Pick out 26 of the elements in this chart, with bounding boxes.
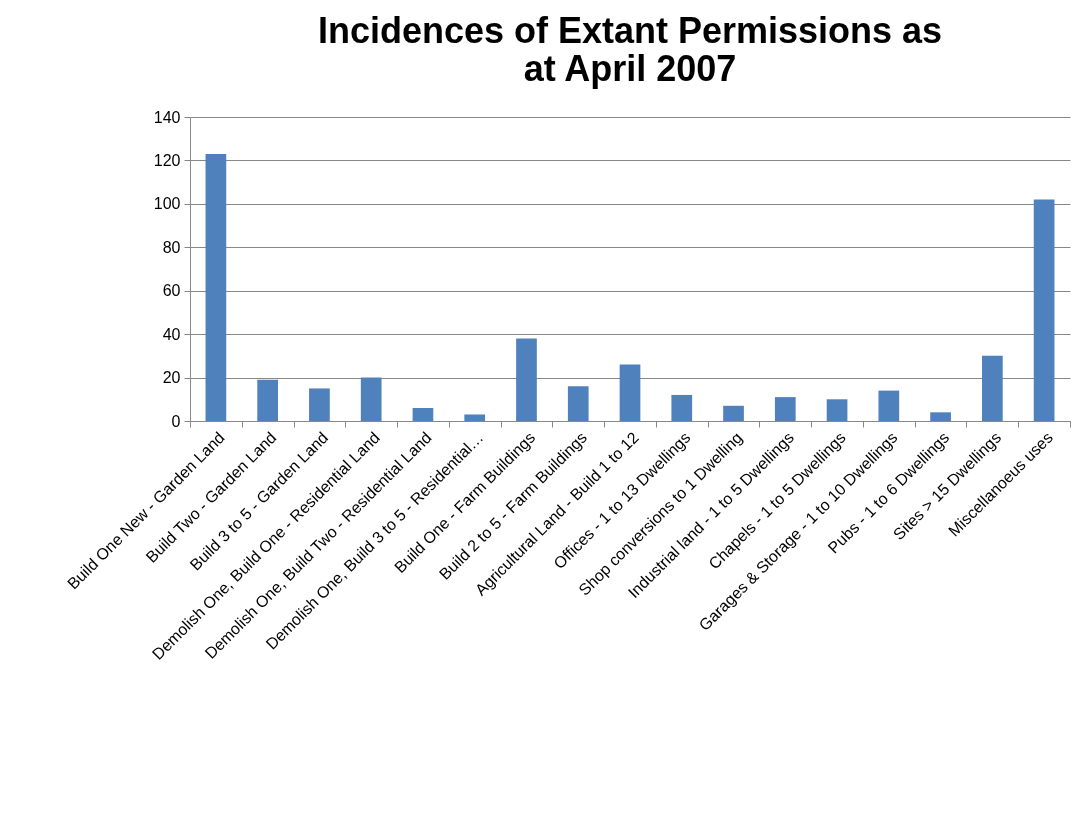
bar <box>982 355 1003 421</box>
bar <box>930 412 951 421</box>
bar <box>360 377 382 421</box>
bar <box>878 390 900 421</box>
chart-title: Incidences of Extant Permissions as at April 2007 <box>317 10 943 89</box>
bar <box>671 394 693 421</box>
bar <box>826 399 848 421</box>
y-tick-label: 60 <box>162 282 181 300</box>
bar <box>309 388 330 421</box>
bar <box>723 405 744 421</box>
bar <box>516 338 537 421</box>
bar <box>619 364 641 421</box>
y-tick-label: 80 <box>162 238 181 256</box>
bar <box>412 407 434 421</box>
y-tick-label: 40 <box>162 325 181 343</box>
y-tick-label: 140 <box>153 108 181 126</box>
y-tick-label: 100 <box>153 195 181 213</box>
y-tick-label: 120 <box>153 151 181 169</box>
bar <box>567 386 589 421</box>
bar <box>1033 199 1055 421</box>
bar <box>257 379 278 421</box>
y-tick-label: 0 <box>171 412 181 430</box>
bar <box>774 397 796 421</box>
y-tick-label: 20 <box>162 369 181 387</box>
bar <box>464 414 486 421</box>
bar <box>205 153 227 421</box>
